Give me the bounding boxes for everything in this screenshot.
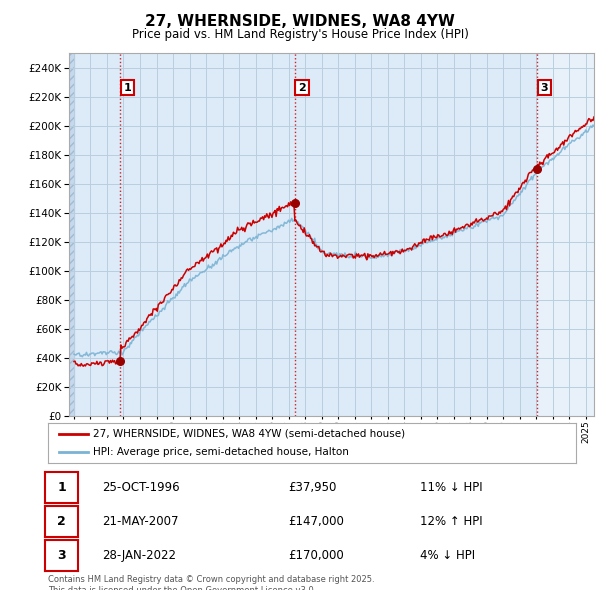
Text: Price paid vs. HM Land Registry's House Price Index (HPI): Price paid vs. HM Land Registry's House … xyxy=(131,28,469,41)
Polygon shape xyxy=(69,53,74,416)
Text: 11% ↓ HPI: 11% ↓ HPI xyxy=(420,481,482,494)
Text: 12% ↑ HPI: 12% ↑ HPI xyxy=(420,515,482,528)
Text: 2: 2 xyxy=(298,83,306,93)
Text: 27, WHERNSIDE, WIDNES, WA8 4YW: 27, WHERNSIDE, WIDNES, WA8 4YW xyxy=(145,14,455,30)
Text: 28-JAN-2022: 28-JAN-2022 xyxy=(102,549,176,562)
Text: HPI: Average price, semi-detached house, Halton: HPI: Average price, semi-detached house,… xyxy=(93,447,349,457)
Text: Contains HM Land Registry data © Crown copyright and database right 2025.
This d: Contains HM Land Registry data © Crown c… xyxy=(48,575,374,590)
Polygon shape xyxy=(69,53,74,416)
Text: 4% ↓ HPI: 4% ↓ HPI xyxy=(420,549,475,562)
Bar xyxy=(538,53,594,416)
Text: 21-MAY-2007: 21-MAY-2007 xyxy=(102,515,179,528)
Text: 3: 3 xyxy=(541,83,548,93)
Text: 1: 1 xyxy=(57,481,66,494)
Text: £37,950: £37,950 xyxy=(288,481,337,494)
Text: 1: 1 xyxy=(124,83,131,93)
Text: £147,000: £147,000 xyxy=(288,515,344,528)
Text: 25-OCT-1996: 25-OCT-1996 xyxy=(102,481,179,494)
Text: 2: 2 xyxy=(57,515,66,528)
Text: £170,000: £170,000 xyxy=(288,549,344,562)
Text: 27, WHERNSIDE, WIDNES, WA8 4YW (semi-detached house): 27, WHERNSIDE, WIDNES, WA8 4YW (semi-det… xyxy=(93,429,405,439)
Text: 3: 3 xyxy=(57,549,66,562)
